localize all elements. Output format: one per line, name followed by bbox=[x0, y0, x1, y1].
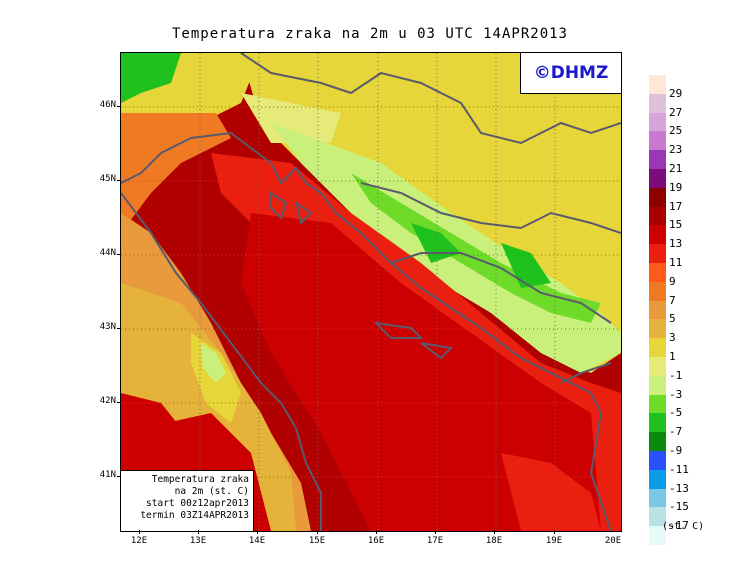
lon-tick bbox=[494, 530, 495, 534]
lon-label: 12E bbox=[130, 536, 148, 546]
legend-swatch bbox=[649, 375, 666, 395]
lon-label: 15E bbox=[308, 536, 326, 546]
legend-label: 3 bbox=[669, 331, 676, 345]
lon-label: 20E bbox=[604, 536, 622, 546]
legend-swatch bbox=[649, 150, 666, 170]
legend-swatch bbox=[649, 187, 666, 207]
map-title: Temperatura zraka na 2m u 03 UTC 14APR20… bbox=[171, 26, 568, 42]
legend-label: -9 bbox=[669, 444, 683, 457]
lat-label: 45N bbox=[99, 174, 116, 184]
legend-label: 21 bbox=[669, 162, 683, 175]
legend-swatch bbox=[649, 281, 666, 301]
info-line-1: Temperatura zraka bbox=[151, 474, 249, 485]
legend-swatch bbox=[649, 244, 666, 264]
grid-lines bbox=[121, 53, 621, 531]
legend-swatch bbox=[649, 75, 666, 94]
legend-swatch bbox=[649, 432, 666, 452]
temperature-map: ©DHMZ Temperatura zraka na 2m (st. C) st… bbox=[120, 52, 622, 532]
lat-tick bbox=[117, 180, 121, 181]
legend-label: 17 bbox=[669, 199, 683, 213]
land-apennine-high bbox=[201, 343, 226, 383]
legend-label: -13 bbox=[669, 481, 689, 495]
lat-label: 46N bbox=[99, 100, 116, 110]
legend-label: 1 bbox=[669, 350, 676, 363]
lat-tick bbox=[117, 254, 121, 255]
legend-swatch bbox=[649, 225, 666, 245]
legend-label: 15 bbox=[669, 218, 683, 232]
map-canvas bbox=[121, 53, 621, 531]
legend-swatch bbox=[649, 93, 666, 113]
legend-label: -17 bbox=[669, 519, 689, 533]
land-north bbox=[121, 53, 261, 213]
legend-swatch bbox=[649, 469, 666, 489]
land-italy-north bbox=[121, 113, 231, 233]
land-istria-north bbox=[241, 93, 341, 143]
lon-tick bbox=[435, 530, 436, 534]
lon-tick bbox=[198, 530, 199, 534]
lon-label: 13E bbox=[189, 536, 207, 546]
lon-tick bbox=[554, 530, 555, 534]
lon-label: 17E bbox=[426, 536, 444, 546]
legend-unit: (st. C) bbox=[662, 521, 705, 532]
legend-label: 5 bbox=[669, 312, 676, 326]
legend-swatch bbox=[649, 357, 666, 376]
lat-label: 42N bbox=[99, 396, 116, 406]
legend-swatch bbox=[649, 112, 666, 132]
legend-swatch bbox=[649, 169, 666, 188]
legend-label: 23 bbox=[669, 143, 683, 157]
lat-label: 44N bbox=[99, 248, 116, 258]
coastlines bbox=[121, 53, 621, 531]
legend-swatch bbox=[649, 338, 666, 358]
lon-label: 18E bbox=[485, 536, 503, 546]
legend-swatch bbox=[649, 413, 666, 433]
lat-tick bbox=[117, 402, 121, 403]
lon-label: 16E bbox=[367, 536, 385, 546]
land-alps bbox=[121, 53, 181, 103]
legend-swatch bbox=[649, 319, 666, 339]
legend-swatch bbox=[649, 300, 666, 320]
legend-label: -3 bbox=[669, 387, 683, 401]
info-line-4: termin 03Z14APR2013 bbox=[140, 510, 249, 521]
legend-swatch bbox=[649, 394, 666, 414]
legend-label: 9 bbox=[669, 274, 676, 288]
legend-swatch bbox=[649, 206, 666, 226]
legend-swatch bbox=[649, 526, 666, 546]
legend-label: -11 bbox=[669, 462, 689, 476]
legend-label: 25 bbox=[669, 124, 683, 138]
legend-label: 13 bbox=[669, 237, 683, 251]
lon-tick bbox=[139, 530, 140, 534]
legend-label: -15 bbox=[669, 500, 689, 514]
lat-tick bbox=[117, 476, 121, 477]
land-dinaric-cold bbox=[351, 173, 601, 323]
legend-label: -5 bbox=[669, 406, 683, 420]
lat-tick bbox=[117, 106, 121, 107]
lon-tick bbox=[257, 530, 258, 534]
legend-label: -1 bbox=[669, 368, 683, 382]
lon-tick bbox=[376, 530, 377, 534]
lat-label: 41N bbox=[99, 470, 116, 480]
legend-label: 11 bbox=[669, 256, 683, 269]
info-line-3: start 00z12apr2013 bbox=[146, 498, 249, 509]
dhmz-credit: ©DHMZ bbox=[520, 53, 621, 94]
legend-label: 7 bbox=[669, 293, 676, 307]
lat-label: 43N bbox=[99, 322, 116, 332]
legend-label: 27 bbox=[669, 105, 683, 119]
legend-swatch bbox=[649, 131, 666, 151]
sea-adriatic bbox=[241, 213, 601, 531]
info-line-2: na 2m (st. C) bbox=[174, 486, 249, 497]
lon-label: 19E bbox=[545, 536, 563, 546]
info-box: Temperatura zraka na 2m (st. C) start 00… bbox=[121, 470, 254, 531]
legend-swatch bbox=[649, 488, 666, 508]
lat-tick bbox=[117, 328, 121, 329]
legend-label: -7 bbox=[669, 425, 683, 439]
legend-swatch bbox=[649, 451, 666, 470]
land-dinaric-cold-core-2 bbox=[501, 243, 551, 288]
legend-swatch bbox=[649, 263, 666, 282]
lon-tick bbox=[317, 530, 318, 534]
lon-label: 14E bbox=[248, 536, 266, 546]
sea-south-warm bbox=[501, 453, 601, 531]
legend-label: 19 bbox=[669, 180, 683, 194]
legend-swatch bbox=[649, 507, 666, 527]
legend-label: 29 bbox=[669, 86, 683, 100]
